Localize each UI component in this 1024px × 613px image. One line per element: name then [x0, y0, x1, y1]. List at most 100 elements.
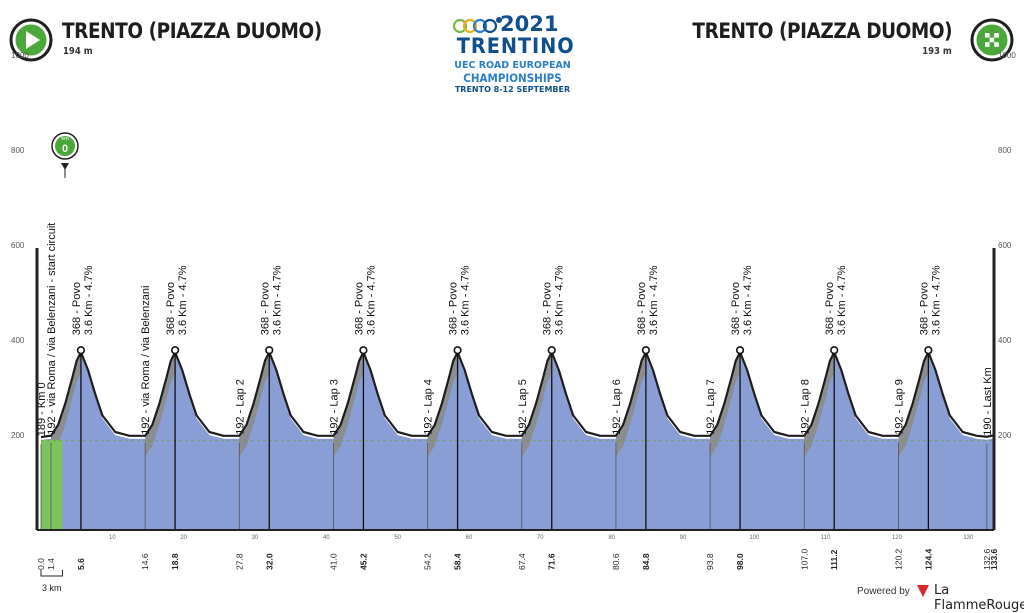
km-marker-icon [55, 136, 75, 156]
distance-label: 27.8 [234, 553, 244, 570]
y-axis-ticks: 2002004004006006008008001000100012001200 [11, 51, 1016, 440]
logo-name: TRENTINO [456, 34, 575, 58]
distance-label: 133.6 [989, 548, 999, 570]
x-axis-tick-label: 90 [680, 535, 687, 541]
y-tick-label-right: 600 [998, 241, 1012, 250]
waypoint-label: 192 - Lap 2 [234, 379, 246, 435]
distance-label: 124.4 [923, 548, 933, 570]
climb-length-label: 3.6 Km - 4.7% [554, 265, 566, 335]
y-tick-label-right: 400 [998, 336, 1012, 345]
waypoint-label: 192 - Lap 5 [517, 379, 529, 435]
flamme-rouge-logo-icon [917, 585, 929, 597]
summit-dot [171, 346, 180, 355]
powered-by-text: Powered by [857, 586, 910, 597]
km-marker-unit: km [61, 136, 69, 142]
distance-label: 84.8 [641, 553, 651, 570]
distance-label: 107.0 [799, 548, 809, 570]
finish-altitude: 193 m [922, 46, 952, 57]
distance-label: 32.0 [264, 553, 274, 570]
summit-dot [735, 346, 745, 355]
x-axis-tick-label: 80 [608, 535, 615, 541]
x-axis-tick-label: 10 [109, 535, 116, 541]
finish-icon [970, 18, 1014, 62]
climb-label: 368 - Povo [824, 282, 836, 335]
summit-dot [924, 346, 933, 355]
climb-length-label: 3.6 Km - 4.7% [460, 265, 472, 335]
y-tick-label-left: 800 [11, 146, 25, 155]
y-tick-label-left: 1000 [11, 51, 29, 60]
x-axis-tick-label: 70 [537, 535, 544, 541]
climb-length-label: 3.6 Km - 4.7% [271, 265, 283, 335]
distance-label: 132.6 [982, 548, 992, 570]
championship-logo-rings [452, 17, 502, 34]
logo-event-dates: TRENTO 8-12 SEPTEMBER [454, 85, 571, 94]
climb-label: 368 - Povo [542, 282, 554, 335]
km-marker-pointer [61, 163, 69, 170]
y-tick-label-left: 600 [11, 241, 25, 250]
distance-label: 0.0 [36, 558, 46, 570]
logo-event-line2: CHAMPIONSHIPS [463, 71, 562, 85]
x-axis: 10 20 30 40 50 60 70 80 90 100 110 120 130 0.0 1.4 5.6 1… [36, 529, 999, 570]
distance-label: 5.6 [76, 558, 86, 570]
distance-label: 98.0 [735, 553, 745, 570]
start-altitude: 194 m [63, 46, 93, 57]
x-axis-tick-label: 120 [892, 535, 903, 541]
start-km-segment [41, 439, 63, 530]
y-tick-label-right: 1000 [998, 51, 1016, 60]
summit-dot [547, 346, 556, 355]
distance-label: 58.4 [453, 553, 463, 570]
logo-event-line1: UEC ROAD EUROPEAN [454, 60, 571, 71]
waypoint-label: 192 - via Roma / via Belenzani - start c… [46, 223, 58, 435]
x-axis-tick-label: 100 [749, 535, 760, 541]
distance-label: 93.8 [705, 553, 715, 570]
climb-length-label: 3.6 Km - 4.7% [177, 265, 189, 335]
climb-label: 368 - Povo [165, 282, 177, 335]
climb-length-label: 3.6 Km - 4.7% [648, 265, 660, 335]
summit-dot [453, 346, 462, 355]
scale-label: 3 km [42, 583, 62, 593]
climb-label: 368 - Povo [448, 282, 460, 335]
distance-label: 67.4 [517, 553, 527, 570]
waypoint-label: 192 - Lap 3 [328, 379, 340, 435]
annotation-lines [40, 346, 988, 530]
y-tick-label-left: 200 [11, 431, 25, 440]
brand-name: La FlammeRouge [934, 583, 1024, 613]
summit-dot [76, 346, 86, 355]
x-axis-tick-label: 30 [252, 535, 259, 541]
summit-dot [359, 346, 368, 355]
waypoint-label: 192 - Lap 8 [799, 379, 811, 435]
waypoint-label: 192 - via Roma / via Belenzani [140, 286, 152, 435]
x-axis-tick-label: 40 [323, 535, 330, 541]
km-marker-value: 0 [62, 143, 68, 155]
climb-label: 368 - Povo [259, 282, 271, 335]
waypoint-label: 192 - Lap 7 [705, 379, 717, 435]
summit-dot [830, 346, 839, 355]
waypoint-label: 192 - Lap 4 [423, 379, 435, 435]
x-axis-tick-label: 130 [963, 535, 974, 541]
waypoint-label: 192 - Lap 6 [611, 379, 623, 435]
climb-length-label: 3.6 Km - 4.7% [83, 265, 95, 335]
waypoint-label: 192 - Lap 9 [893, 379, 905, 435]
start-icon [9, 18, 53, 62]
x-axis-tick-label: 60 [466, 535, 473, 541]
waypoint-label: 190 - Last Km [982, 367, 994, 435]
climb-label: 368 - Povo [730, 282, 742, 335]
climb-length-label: 3.6 Km - 4.7% [742, 265, 754, 335]
scale-bracket [40, 570, 63, 577]
distance-label: 80.6 [611, 553, 621, 570]
climb-length-label: 3.6 Km - 4.7% [836, 265, 848, 335]
distance-label: 71.6 [547, 553, 557, 570]
chart-extras: km0 3 km [40, 132, 79, 593]
distance-label: 120.2 [893, 548, 903, 570]
profile-fill [41, 355, 994, 530]
climb-label: 368 - Povo [71, 282, 83, 335]
waypoint-label: 189 - Km 0 [36, 382, 48, 436]
distance-label: 45.2 [358, 553, 368, 570]
x-axis-tick-label: 110 [821, 535, 831, 541]
climb-label: 368 - Povo [353, 282, 365, 335]
climb-length-label: 3.6 Km - 4.7% [365, 265, 377, 335]
distance-label: 54.2 [423, 553, 433, 570]
y-tick-label-right: 200 [998, 431, 1012, 440]
